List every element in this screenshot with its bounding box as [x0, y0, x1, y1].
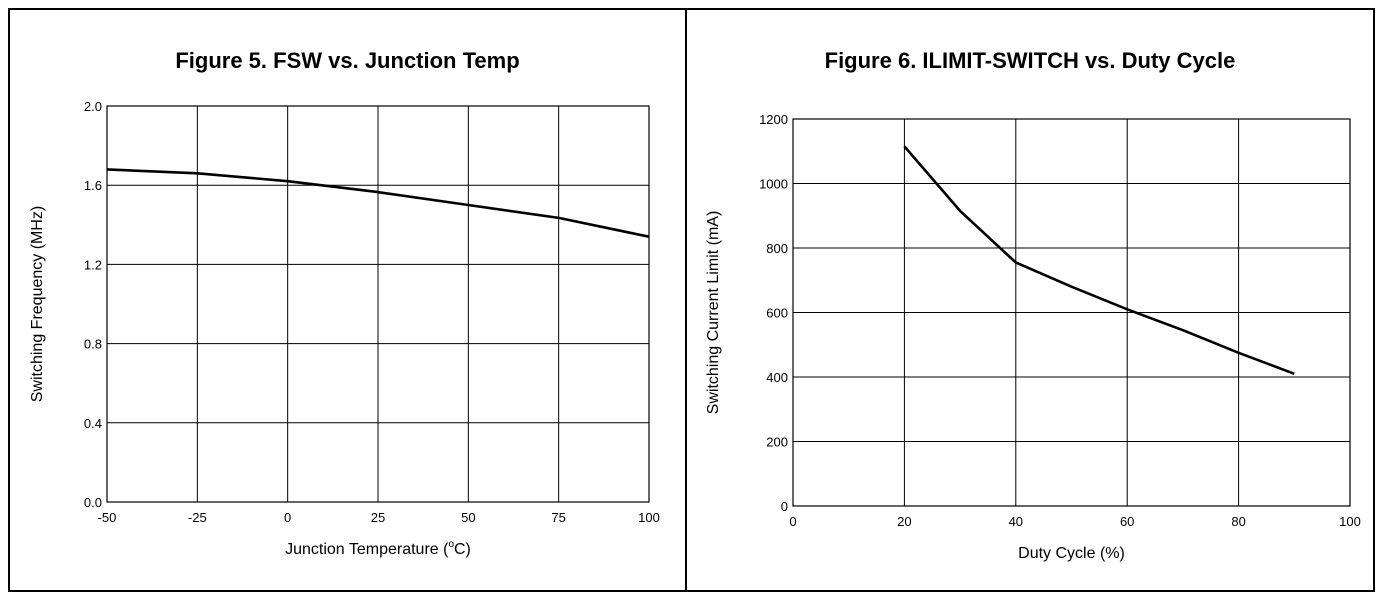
y-tick-label: 400	[766, 370, 788, 385]
y-tick-label: 1.6	[84, 178, 102, 193]
y-axis-label: Switching Current Limit (mA)	[705, 211, 722, 415]
x-axis-label-degree: o	[448, 539, 454, 550]
x-tick-label: 50	[461, 510, 475, 525]
x-tick-label: 0	[789, 514, 796, 529]
chart-title: Figure 5. FSW vs. Junction Temp	[175, 48, 520, 73]
x-axis-label: Duty Cycle (%)	[1018, 545, 1125, 562]
y-tick-label: 2.0	[84, 99, 102, 114]
x-axis-label: Junction Temperature (oC)	[285, 539, 471, 558]
y-tick-label: 0.8	[84, 337, 102, 352]
y-tick-label: 1.2	[84, 257, 102, 272]
y-tick-label: 1000	[759, 177, 788, 192]
x-tick-label: 80	[1231, 514, 1245, 529]
x-tick-label: -50	[98, 510, 117, 525]
y-tick-label: 0.0	[84, 495, 102, 510]
y-tick-label: 0.4	[84, 416, 102, 431]
x-tick-label: 0	[284, 510, 291, 525]
figure-6-panel: Figure 6. ILIMIT-SWITCH vs. Duty Cycle	[685, 8, 1375, 592]
x-tick-label: 75	[551, 510, 565, 525]
y-axis-label: Switching Frequency (MHz)	[29, 206, 46, 403]
y-tick-label: 200	[766, 435, 788, 450]
y-tick-label: 600	[766, 306, 788, 321]
plot-area-frame	[106, 105, 650, 503]
x-tick-label: -25	[188, 510, 207, 525]
x-tick-label: 25	[371, 510, 385, 525]
x-tick-label: 20	[897, 514, 911, 529]
y-tick-label: 800	[766, 241, 788, 256]
series-line	[106, 168, 650, 238]
series-line	[903, 145, 1295, 376]
y-tick-label: 0	[781, 499, 788, 514]
y-tick-label: 1200	[759, 112, 788, 127]
x-axis-label-unit: C)	[454, 541, 471, 558]
chart-title: Figure 6. ILIMIT-SWITCH vs. Duty Cycle	[824, 48, 1236, 73]
x-tick-label: 40	[1009, 514, 1023, 529]
x-tick-label: 100	[1339, 514, 1361, 529]
x-tick-label: 100	[638, 510, 660, 525]
x-tick-label: 60	[1120, 514, 1134, 529]
plot-area-frame	[792, 118, 1351, 507]
